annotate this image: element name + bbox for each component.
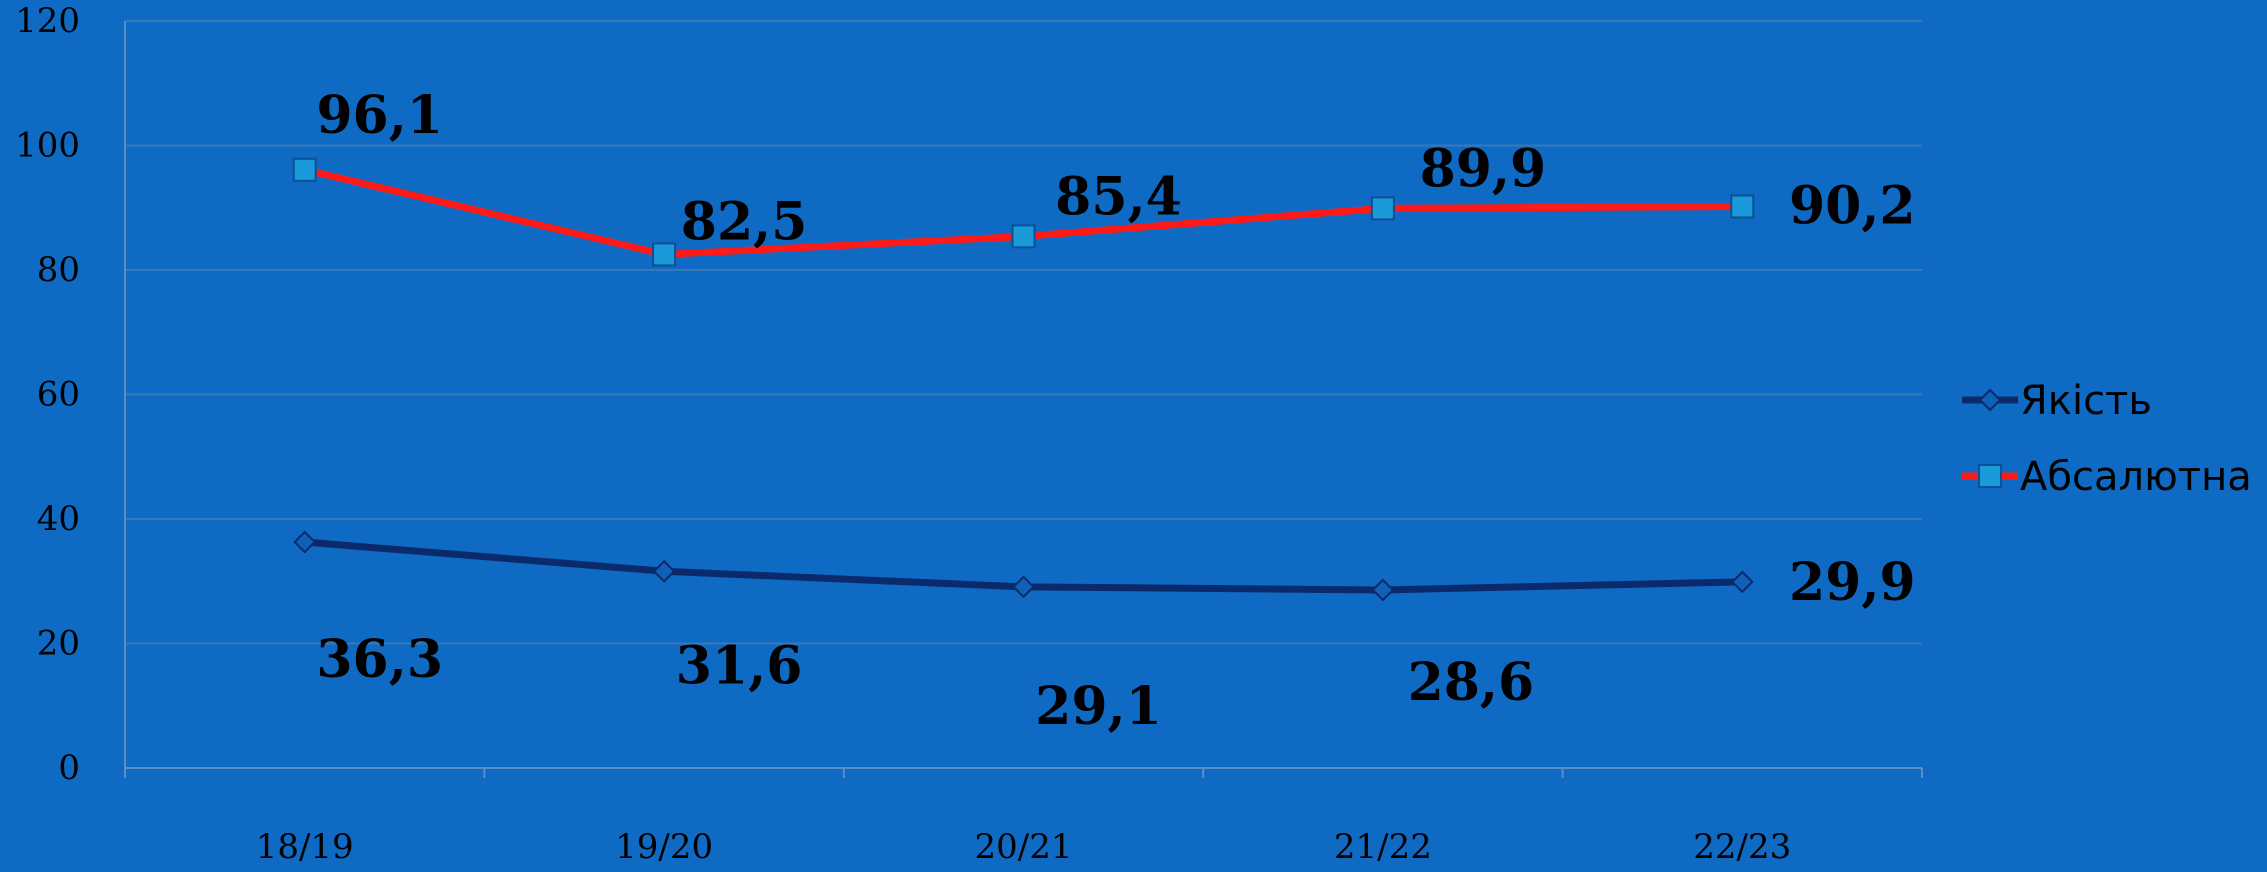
- gridlines: [125, 20, 1922, 645]
- data-label: 82,5: [681, 191, 808, 252]
- data-label: 29,1: [1035, 676, 1162, 737]
- data-label: 89,9: [1420, 138, 1547, 199]
- legend-label: Абсалютна: [2020, 454, 2252, 500]
- data-label: 29,9: [1789, 552, 1916, 613]
- legend-label: Якість: [2020, 378, 2152, 424]
- data-label: 28,6: [1408, 652, 1535, 713]
- point-marker-square: [292, 157, 317, 182]
- x-tick-label: 21/22: [1334, 827, 1432, 867]
- data-label: 36,3: [316, 629, 443, 690]
- x-tick-label: 22/23: [1693, 827, 1791, 867]
- series: [292, 157, 1755, 602]
- point-marker-diamond: [1730, 570, 1754, 594]
- data-label: 90,2: [1789, 176, 1916, 237]
- axes: 0 20 40 60 80 100 120 18/19 19/20 20/21 21/22 22/23: [15, 1, 1923, 867]
- point-marker-diamond: [1012, 575, 1035, 599]
- x-tick-label: 18/19: [256, 827, 354, 867]
- y-tick-label: 40: [37, 499, 80, 539]
- point-marker-diamond: [652, 559, 676, 583]
- data-label: 85,4: [1055, 166, 1182, 227]
- y-tick-label: 20: [37, 624, 80, 664]
- point-marker-square: [652, 242, 677, 267]
- point-marker-square: [1730, 194, 1755, 219]
- point-marker-square: [1370, 196, 1395, 221]
- data-label: 96,1: [316, 85, 443, 146]
- y-tick-label: 100: [15, 126, 80, 166]
- point-marker-square: [1011, 224, 1036, 249]
- x-tick-label: 19/20: [615, 827, 713, 867]
- legend: Якість Абсалютна: [1962, 378, 2252, 500]
- x-tick-label: 20/21: [975, 827, 1073, 867]
- point-marker-diamond: [293, 530, 317, 554]
- data-label: 31,6: [676, 635, 803, 696]
- data-labels: 36,3 31,6 29,1 28,6 29,9 96,1 82,5 85,4 89,9 90,2: [316, 85, 1915, 737]
- y-tick-label: 80: [37, 250, 80, 290]
- y-tick-label: 0: [58, 748, 80, 788]
- point-marker-diamond: [1371, 578, 1395, 602]
- legend-marker-diamond: [1978, 388, 2002, 412]
- y-tick-label: 60: [37, 375, 80, 415]
- legend-marker-square: [1978, 464, 2002, 488]
- y-tick-label: 120: [15, 1, 80, 41]
